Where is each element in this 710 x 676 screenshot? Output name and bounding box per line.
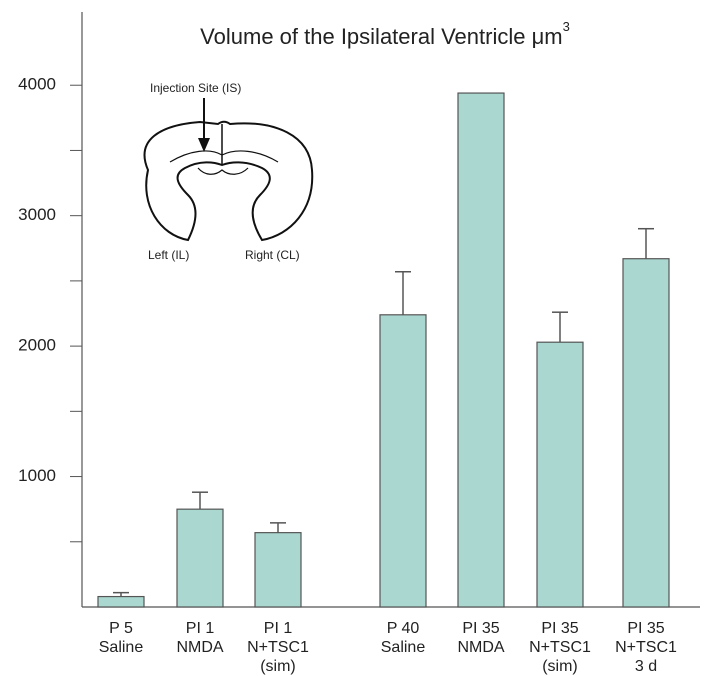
x-tick-label: NMDA xyxy=(176,639,223,656)
x-tick-label: (sim) xyxy=(260,658,296,675)
x-tick-label: N+TSC1 xyxy=(615,639,677,656)
brain-outline xyxy=(145,122,313,240)
bar xyxy=(98,597,144,607)
annotation: Injection Site (IS) xyxy=(150,81,241,95)
x-tick-label: P 40 xyxy=(387,620,420,637)
x-tick-label: P 5 xyxy=(109,620,133,637)
bar xyxy=(255,533,301,607)
y-tick-label: 2000 xyxy=(18,336,56,355)
bar xyxy=(177,509,223,607)
x-tick-label: Saline xyxy=(99,639,144,656)
ventricles xyxy=(198,168,248,174)
corpus-callosum xyxy=(170,151,278,162)
bar xyxy=(623,259,669,607)
x-tick-label: Saline xyxy=(381,639,426,656)
title-text: Volume of the Ipsilateral Ventricle μm xyxy=(200,24,562,49)
x-tick-label: N+TSC1 xyxy=(247,639,309,656)
chart-title: Volume of the Ipsilateral Ventricle μm3 xyxy=(200,19,570,48)
arrow-head xyxy=(198,138,210,152)
chart: Volume of the Ipsilateral Ventricle μm 3 … xyxy=(0,0,710,676)
x-tick-label: 3 d xyxy=(635,658,657,675)
y-tick-label: 1000 xyxy=(18,466,56,485)
x-tick-label: PI 1 xyxy=(264,620,293,637)
x-tick-label: PI 35 xyxy=(627,620,664,637)
x-tick-label: PI 35 xyxy=(462,620,499,637)
annotation: Left (IL) xyxy=(148,248,189,262)
y-tick-label: 3000 xyxy=(18,205,56,224)
bar xyxy=(458,93,504,607)
x-tick-label: N+TSC1 xyxy=(529,639,591,656)
y-tick-label: 4000 xyxy=(18,75,56,94)
x-tick-label: NMDA xyxy=(457,639,504,656)
x-tick-label: (sim) xyxy=(542,658,578,675)
bar xyxy=(380,315,426,607)
title-superscript: 3 xyxy=(563,19,570,34)
bar xyxy=(537,342,583,607)
x-tick-label: PI 1 xyxy=(186,620,215,637)
x-tick-label: PI 35 xyxy=(541,620,578,637)
annotation: Right (CL) xyxy=(245,248,300,262)
brain-inset xyxy=(145,98,313,240)
